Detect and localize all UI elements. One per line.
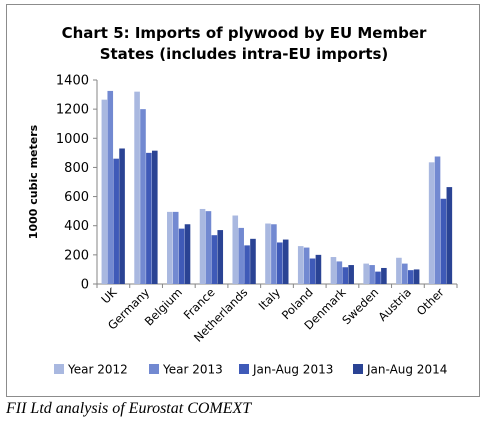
bar — [297, 246, 304, 284]
bar — [402, 263, 408, 284]
y-tick-label: 200 — [64, 248, 89, 263]
source-note: FII Ltd analysis of Eurostat COMEXT — [6, 400, 252, 417]
x-tick-label: UK — [98, 285, 120, 307]
x-tick-label: Austria — [375, 285, 414, 324]
bar — [199, 208, 206, 284]
bar — [134, 91, 140, 285]
bar — [119, 148, 125, 284]
bar — [381, 267, 387, 284]
bar — [172, 211, 179, 284]
bars — [101, 90, 453, 285]
bar — [238, 227, 244, 284]
bar — [309, 258, 316, 284]
bar — [440, 198, 447, 284]
legend-label: Jan-Aug 2014 — [366, 363, 447, 377]
bar — [167, 211, 173, 284]
legend: Year 2012 Year 2013 Jan-Aug 2013 Jan-Aug 20… — [54, 363, 447, 377]
bar — [101, 99, 108, 285]
bar — [336, 261, 343, 284]
y-tick-label: 0 — [81, 278, 89, 293]
bar — [244, 245, 250, 284]
y-tick-label: 1000 — [56, 132, 89, 147]
bar — [146, 152, 152, 284]
bar — [232, 215, 239, 284]
bar — [113, 158, 119, 284]
legend-label: Year 2012 — [67, 363, 128, 377]
bar — [407, 270, 414, 284]
bar — [211, 235, 218, 284]
y-tick-label: 400 — [64, 219, 89, 234]
bar — [277, 242, 283, 284]
y-tick-label: 1200 — [56, 103, 89, 118]
legend-swatch — [353, 364, 363, 374]
axis-labels: 0 200 400 600 800 1000 1200 1400 1000 cubic mete… — [27, 74, 447, 345]
bar — [151, 150, 158, 284]
bar — [282, 239, 289, 284]
bar — [363, 263, 369, 284]
y-tick-label: 800 — [64, 161, 89, 176]
x-tick-label: Sweden — [339, 285, 381, 327]
bar — [205, 211, 212, 284]
legend-label: Jan-Aug 2013 — [252, 363, 333, 377]
bar — [348, 265, 354, 284]
legend-label: Year 2013 — [162, 363, 223, 377]
chart-title: Chart 5: Imports of plywood by EU Member… — [61, 24, 427, 63]
bar — [217, 230, 224, 284]
bar — [271, 224, 277, 284]
x-tick-label: Other — [414, 285, 447, 318]
bar — [303, 247, 310, 284]
bar — [375, 271, 381, 284]
y-tick-label: 600 — [64, 190, 89, 205]
bar — [178, 228, 185, 284]
bar — [330, 257, 337, 284]
bar — [107, 90, 114, 284]
bar — [413, 269, 420, 284]
bar — [184, 224, 191, 284]
bar — [369, 265, 375, 284]
bar — [428, 162, 435, 284]
x-tick-label: Italy — [256, 285, 284, 313]
legend-swatch — [54, 364, 64, 374]
bar — [315, 254, 322, 284]
bar — [250, 238, 256, 284]
legend-swatch — [149, 364, 159, 374]
bar — [446, 187, 453, 284]
bar — [434, 156, 441, 284]
y-tick-label: 1400 — [56, 74, 89, 89]
bar — [342, 267, 349, 284]
bar — [396, 257, 402, 284]
y-axis-title: 1000 cubic meters — [27, 124, 40, 239]
bar-chart: 0 200 400 600 800 1000 1200 1400 1000 cubic mete… — [27, 74, 458, 377]
bar — [265, 223, 271, 284]
bar — [140, 109, 146, 285]
chart-frame: Chart 5: Imports of plywood by EU Member… — [6, 4, 480, 397]
legend-swatch — [239, 364, 249, 374]
